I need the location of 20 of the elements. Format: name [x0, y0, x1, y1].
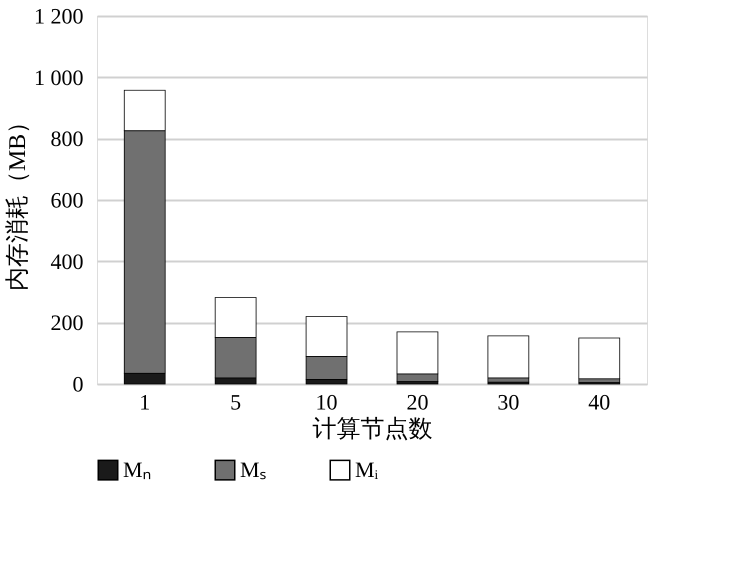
y-tick-label: 200 — [50, 310, 84, 336]
y-tick-label: 1 000 — [34, 64, 84, 90]
y-tick-label: 400 — [50, 248, 84, 274]
x-tick-label: 10 — [316, 390, 338, 414]
bar — [578, 338, 620, 380]
x-tick-label: 30 — [497, 390, 520, 414]
y-tick-label: 0 — [72, 372, 84, 396]
x-tick-label: 20 — [406, 390, 428, 414]
x-tick-label: 1 — [139, 390, 150, 414]
bar — [488, 335, 530, 378]
x-tick-label: 40 — [588, 390, 610, 414]
y-tick-label: 800 — [50, 126, 84, 152]
legend-label: Mₙ — [123, 457, 152, 482]
x-axis-title: 计算节点数 — [312, 416, 432, 442]
y-tick-label: 600 — [50, 188, 84, 212]
y-tick-label: 1 200 — [34, 4, 84, 28]
legend-label: Mᵢ — [355, 457, 379, 482]
y-axis-title: 内存消耗（MB） — [5, 110, 31, 292]
legend-label: Mₛ — [240, 457, 267, 482]
x-tick-label: 5 — [230, 390, 242, 414]
